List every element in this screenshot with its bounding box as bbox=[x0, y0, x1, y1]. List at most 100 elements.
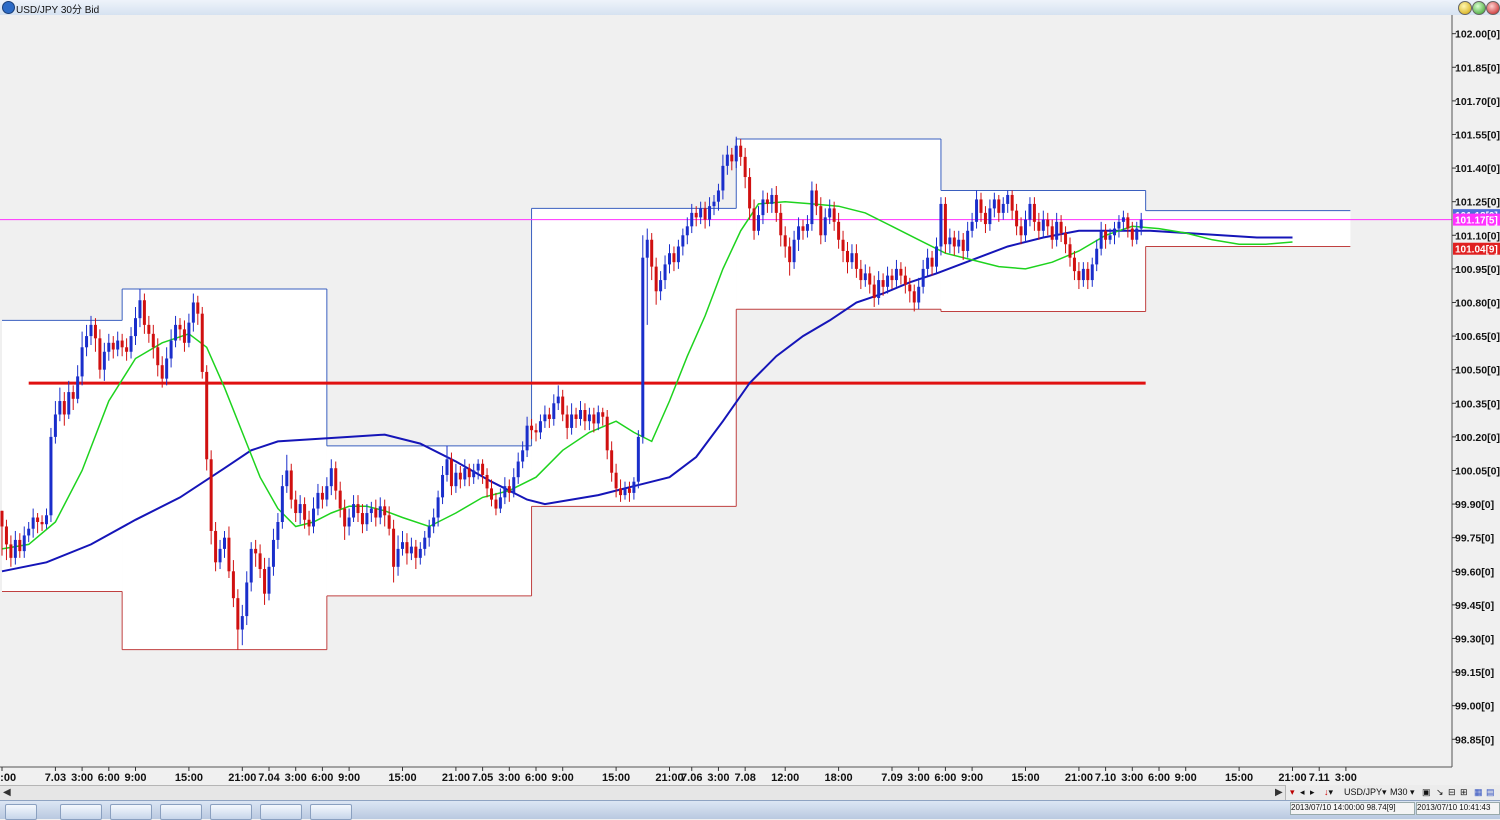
zoom-out-icon[interactable]: ⊟ bbox=[1448, 787, 1456, 797]
candle bbox=[832, 201, 836, 231]
candle bbox=[463, 459, 467, 487]
candle bbox=[76, 365, 80, 404]
symbol-dropdown-icon[interactable]: ▾ bbox=[1382, 787, 1387, 797]
candle bbox=[521, 441, 525, 469]
candle bbox=[174, 315, 178, 348]
candle bbox=[200, 306, 204, 379]
chart-settings-icon[interactable]: ▤ bbox=[1486, 787, 1495, 797]
chart-area[interactable]: 102.00[0] 101.85[0] 101.70[0] 101.55[0] 101.… bbox=[0, 15, 1500, 785]
candle-body bbox=[970, 221, 974, 231]
play-button-icon[interactable]: ◂ bbox=[1300, 787, 1305, 797]
candle-body bbox=[890, 275, 894, 281]
time-tick-label: 6:00 bbox=[311, 772, 333, 784]
candle bbox=[797, 217, 801, 251]
scroll-left-arrow-icon[interactable]: ◀ bbox=[3, 787, 11, 798]
candle-body bbox=[280, 486, 284, 522]
candle-body bbox=[988, 208, 992, 225]
candle-body bbox=[685, 226, 689, 236]
maximize-button[interactable] bbox=[1472, 1, 1486, 15]
candle bbox=[187, 313, 191, 348]
candle-body bbox=[552, 403, 556, 419]
candle-body bbox=[1081, 268, 1085, 281]
zoom-in-icon[interactable]: ⊞ bbox=[1460, 787, 1468, 797]
candle bbox=[107, 333, 111, 361]
candle-body bbox=[191, 302, 195, 323]
candle-body bbox=[503, 486, 507, 498]
candle-body bbox=[516, 461, 520, 478]
candle bbox=[436, 490, 440, 527]
candle-body bbox=[0, 510, 4, 527]
candle bbox=[935, 237, 938, 274]
candle bbox=[387, 506, 391, 536]
candle bbox=[245, 571, 249, 626]
candle bbox=[1059, 215, 1063, 242]
candle-body bbox=[93, 324, 97, 339]
candle bbox=[209, 450, 213, 545]
candle bbox=[280, 474, 284, 529]
candle-body bbox=[912, 291, 916, 303]
time-axis: 18:007.033:006:009:0015:0021:007.043:006… bbox=[0, 767, 1357, 784]
candle-body bbox=[325, 486, 329, 500]
candle-body bbox=[312, 508, 315, 527]
time-tick-label: 9:00 bbox=[124, 772, 146, 784]
crosshair-tool-icon[interactable]: ↘ bbox=[1436, 787, 1444, 797]
candle-body bbox=[570, 414, 574, 428]
grid-tool-icon[interactable]: ▦ bbox=[1474, 787, 1483, 797]
price-chart[interactable]: 102.00[0] 101.85[0] 101.70[0] 101.55[0] 101.… bbox=[0, 15, 1500, 785]
candle-body bbox=[383, 506, 387, 516]
candle bbox=[837, 212, 841, 249]
candle bbox=[102, 342, 106, 381]
close-button[interactable] bbox=[1486, 1, 1500, 15]
candle-body bbox=[49, 436, 53, 516]
candle-body bbox=[859, 268, 863, 281]
candle-body bbox=[156, 347, 160, 366]
candle-body bbox=[868, 273, 872, 285]
candle-body bbox=[668, 253, 671, 265]
candle-body bbox=[1139, 219, 1143, 229]
candle bbox=[805, 215, 809, 238]
candle-body bbox=[979, 199, 983, 213]
ma-fast-line bbox=[1, 200, 1293, 550]
candle-body bbox=[623, 488, 627, 496]
candle bbox=[921, 259, 925, 294]
candle-body bbox=[365, 513, 369, 525]
candle bbox=[374, 499, 378, 527]
candle bbox=[761, 190, 765, 225]
candle bbox=[71, 385, 75, 410]
timeframe-select[interactable]: M30 bbox=[1390, 787, 1408, 797]
horizontal-scrollbar[interactable]: ◀ ▶ bbox=[0, 785, 1500, 801]
candle bbox=[276, 513, 280, 549]
candle bbox=[917, 277, 921, 310]
candle-body bbox=[111, 342, 115, 350]
candle-body bbox=[98, 338, 102, 370]
candle bbox=[343, 499, 347, 540]
candle-body bbox=[441, 474, 445, 498]
candle bbox=[22, 526, 26, 558]
candle bbox=[868, 266, 872, 294]
scroll-right-arrow-icon[interactable]: ▶ bbox=[1275, 787, 1283, 798]
candle-body bbox=[672, 253, 676, 263]
chart-tool-icon[interactable]: ▣ bbox=[1422, 787, 1431, 797]
candle bbox=[765, 192, 769, 213]
session-boxes bbox=[2, 138, 1351, 651]
candle-body bbox=[258, 553, 262, 570]
price-tick-label: 99.45[0] bbox=[1455, 600, 1494, 612]
candle bbox=[1090, 257, 1094, 287]
candle-body bbox=[414, 546, 418, 558]
candle-body bbox=[58, 401, 62, 415]
candle-body bbox=[926, 257, 930, 269]
symbol-select[interactable]: USD/JPY bbox=[1344, 787, 1383, 797]
candle bbox=[752, 199, 756, 240]
arrow-down-red-icon[interactable]: ↓▾ bbox=[1324, 787, 1334, 797]
candle-body bbox=[761, 199, 765, 216]
candle-body bbox=[178, 324, 182, 330]
candle-body bbox=[316, 492, 320, 509]
candle-body bbox=[703, 208, 707, 220]
timeframe-dropdown-icon[interactable]: ▾ bbox=[1410, 787, 1415, 797]
candle bbox=[481, 459, 485, 484]
window-titlebar: USD/JPY 30分 Bid bbox=[0, 0, 1500, 16]
minimize-button[interactable] bbox=[1458, 1, 1472, 15]
play-forward-icon[interactable]: ▸ bbox=[1310, 787, 1315, 797]
candle bbox=[1010, 190, 1014, 220]
arrow-down-icon[interactable]: ▾ bbox=[1290, 787, 1295, 797]
